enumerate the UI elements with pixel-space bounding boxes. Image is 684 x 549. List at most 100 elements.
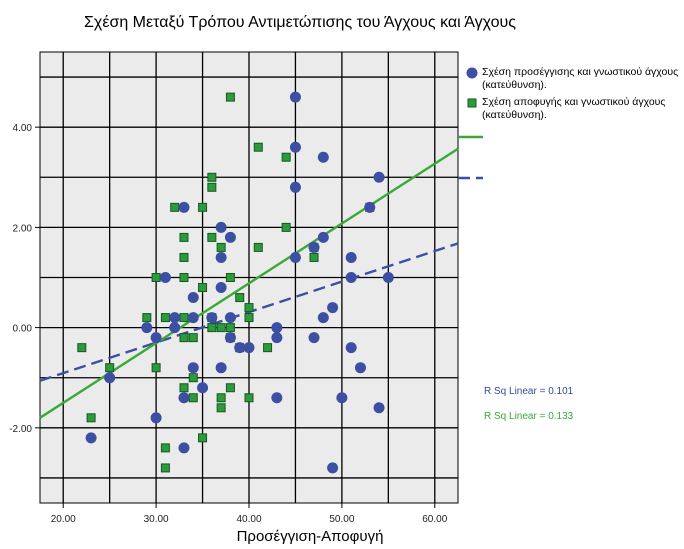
avoidance-point — [179, 252, 189, 262]
approach-point — [373, 402, 385, 414]
rsq-label-approach: R Sq Linear = 0.101 — [484, 386, 574, 397]
avoidance-point — [216, 393, 226, 403]
approach-point — [336, 392, 348, 404]
approach-point — [187, 292, 199, 304]
avoidance-point — [179, 273, 189, 282]
avoidance-point — [188, 393, 198, 403]
avoidance-point — [105, 363, 115, 373]
approach-point — [308, 241, 320, 253]
x-tick-label: 20.00 — [51, 514, 76, 525]
approach-point — [141, 322, 153, 334]
y-tick-label: 4.00 — [13, 123, 33, 134]
approach-point — [234, 342, 246, 354]
approach-point — [178, 442, 190, 454]
approach-point — [327, 462, 339, 474]
approach-point — [317, 151, 329, 163]
approach-point — [373, 171, 385, 183]
avoidance-point — [216, 242, 226, 252]
avoidance-point — [160, 463, 170, 473]
approach-point — [271, 392, 283, 404]
approach-point — [308, 332, 320, 344]
approach-point — [85, 432, 97, 444]
avoidance-point — [216, 403, 226, 413]
avoidance-point — [309, 252, 319, 262]
approach-point — [150, 412, 162, 424]
y-tick-label: 2.00 — [13, 223, 33, 234]
y-tick-label: 0.00 — [13, 324, 33, 335]
avoidance-point — [207, 232, 217, 242]
approach-point — [317, 231, 329, 243]
approach-point — [224, 231, 236, 243]
avoidance-point — [225, 92, 235, 102]
avoidance-point — [188, 333, 198, 343]
approach-point — [159, 272, 171, 283]
avoidance-point — [179, 333, 189, 343]
legend-label-approach: Σχέση προσέγγισης και γνωστικού άγχους (… — [482, 66, 679, 91]
avoidance-point — [244, 393, 254, 403]
approach-point — [206, 312, 218, 324]
avoidance-point — [179, 313, 189, 323]
avoidance-point — [198, 433, 208, 443]
avoidance-point — [207, 182, 217, 192]
x-tick-label: 40.00 — [236, 514, 261, 525]
x-tick-label: 60.00 — [422, 514, 447, 525]
approach-point — [327, 302, 339, 314]
avoidance-point — [225, 383, 235, 393]
avoidance-point — [207, 172, 217, 182]
approach-point — [224, 332, 236, 344]
approach-point — [178, 201, 190, 213]
avoidance-point — [151, 273, 161, 282]
legend-square-marker — [467, 98, 477, 108]
fit-line-approach — [39, 242, 459, 382]
legend: Σχέση προσέγγισης και γνωστικού άγχους (… — [462, 66, 682, 126]
avoidance-point — [198, 283, 208, 293]
legend-label-avoidance: Σχέση αποφυγής και γνωστικού άγχους (κατ… — [482, 96, 666, 121]
avoidance-point — [179, 232, 189, 242]
legend-item-approach: Σχέση προσέγγισης και γνωστικού άγχους (… — [462, 66, 682, 92]
approach-point — [289, 91, 301, 103]
approach-point — [178, 392, 190, 404]
approach-point — [289, 181, 301, 193]
avoidance-point — [142, 313, 152, 323]
approach-point — [354, 362, 366, 374]
avoidance-point — [244, 313, 254, 323]
avoidance-point — [216, 323, 226, 333]
avoidance-point — [225, 323, 235, 333]
approach-point — [187, 362, 199, 374]
approach-point — [345, 272, 357, 283]
approach-point — [289, 251, 301, 263]
avoidance-point — [235, 293, 245, 303]
x-tick-label: 30.00 — [144, 514, 169, 525]
approach-point — [169, 322, 181, 334]
approach-point — [345, 251, 357, 263]
avoidance-point — [151, 363, 161, 373]
approach-point — [215, 362, 227, 374]
rsq-label-avoidance: R Sq Linear = 0.133 — [484, 411, 574, 422]
avoidance-point — [263, 343, 273, 353]
avoidance-point — [198, 202, 208, 212]
approach-point — [289, 141, 301, 153]
avoidance-point — [253, 142, 263, 152]
approach-point — [317, 312, 329, 324]
legend-item-avoidance: Σχέση αποφυγής και γνωστικού άγχους (κατ… — [462, 96, 682, 122]
avoidance-point — [160, 313, 170, 323]
chart-title: Σχέση Μεταξύ Τρόπου Αντιμετώπισης του Άγ… — [84, 14, 516, 31]
approach-point — [150, 332, 162, 344]
x-tick-label: 50.00 — [329, 514, 354, 525]
avoidance-point — [77, 343, 87, 353]
avoidance-point — [225, 273, 235, 282]
x-axis-label: Προσέγγιση-Αποφυγή — [236, 528, 384, 545]
legend-circle-marker — [466, 67, 478, 79]
avoidance-point — [86, 413, 96, 423]
approach-point — [169, 312, 181, 324]
approach-point — [382, 272, 394, 283]
avoidance-point — [179, 383, 189, 393]
avoidance-point — [281, 152, 291, 162]
approach-point — [187, 312, 199, 324]
approach-point — [215, 282, 227, 294]
y-tick-label: -2.00 — [9, 424, 32, 435]
avoidance-point — [253, 242, 263, 252]
avoidance-point — [188, 373, 198, 383]
avoidance-point — [207, 323, 217, 333]
